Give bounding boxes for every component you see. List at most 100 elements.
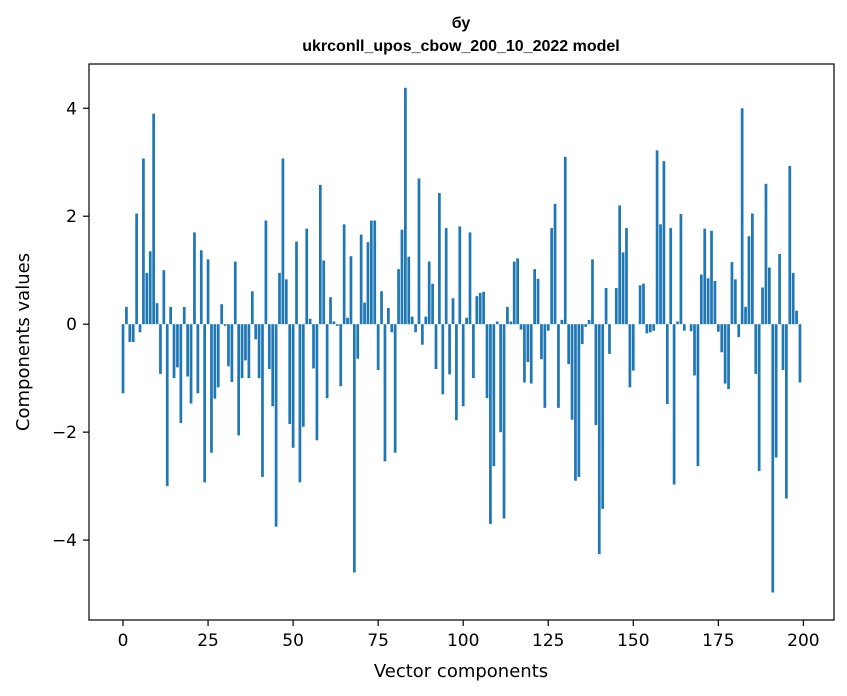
bar xyxy=(417,178,421,325)
bar xyxy=(404,87,407,325)
bar xyxy=(577,324,581,477)
bar xyxy=(193,232,196,325)
bar xyxy=(332,321,336,325)
bar xyxy=(560,319,564,325)
x-tick-label: 100 xyxy=(447,631,479,651)
bar xyxy=(618,205,622,325)
bar xyxy=(424,316,428,325)
bar xyxy=(631,324,635,371)
bar xyxy=(165,324,169,487)
bar xyxy=(254,324,258,340)
bar xyxy=(778,254,781,325)
bar xyxy=(223,324,227,326)
bar xyxy=(434,324,438,369)
bar xyxy=(727,324,730,389)
x-tick-label: 150 xyxy=(617,631,649,651)
chart-title: бу xyxy=(452,15,471,32)
bar xyxy=(421,324,424,345)
y-tick-label: −2 xyxy=(52,423,77,443)
bar xyxy=(679,214,683,325)
bar xyxy=(723,324,727,384)
bar xyxy=(329,297,332,325)
bar xyxy=(176,324,179,368)
x-tick-label: 75 xyxy=(367,631,389,651)
bar xyxy=(601,324,605,509)
bar xyxy=(580,324,584,345)
bar xyxy=(305,228,309,325)
bar xyxy=(669,228,673,325)
x-axis-ticks: 0 25 50 75 100 125 150 175 200 xyxy=(118,620,820,651)
bar xyxy=(274,324,278,527)
bar xyxy=(761,287,764,325)
bar xyxy=(774,324,778,458)
bar xyxy=(733,279,737,325)
bar xyxy=(540,324,543,360)
bar xyxy=(523,324,526,383)
bar xyxy=(352,324,356,573)
bar xyxy=(659,224,662,325)
bar xyxy=(247,324,251,379)
bar xyxy=(189,324,193,404)
bar xyxy=(210,324,213,453)
bar xyxy=(570,324,574,420)
bar xyxy=(472,324,475,379)
bar xyxy=(512,261,516,325)
bar xyxy=(642,283,645,325)
bar xyxy=(682,324,686,331)
bar xyxy=(788,166,792,325)
bar xyxy=(244,324,247,361)
bar xyxy=(298,324,302,483)
bar xyxy=(713,281,717,325)
bar xyxy=(267,324,271,369)
bar xyxy=(186,324,190,377)
bar xyxy=(499,324,502,433)
bar xyxy=(284,279,288,325)
bar xyxy=(533,269,536,325)
bar xyxy=(431,283,434,325)
bar xyxy=(475,296,479,325)
bar xyxy=(771,324,775,593)
bar xyxy=(614,288,618,325)
bar xyxy=(574,324,577,481)
bar xyxy=(676,321,679,325)
bar xyxy=(312,324,315,369)
bar xyxy=(145,272,149,325)
bar xyxy=(693,324,696,376)
bar xyxy=(121,324,125,394)
bar xyxy=(444,228,448,325)
bar xyxy=(257,324,261,379)
bar xyxy=(366,242,370,325)
bar xyxy=(628,324,632,388)
x-tick-label: 200 xyxy=(787,631,819,651)
bar xyxy=(199,250,203,325)
bar xyxy=(665,324,669,405)
bar xyxy=(751,213,754,325)
bar xyxy=(335,324,339,326)
bar xyxy=(696,324,700,467)
bar xyxy=(393,324,397,453)
bar xyxy=(648,324,652,333)
x-tick-label: 25 xyxy=(197,631,219,651)
bar xyxy=(162,270,166,325)
bar xyxy=(407,256,411,325)
bar xyxy=(482,291,485,325)
bar xyxy=(597,324,601,555)
y-axis-label: Components values xyxy=(13,253,34,431)
bar xyxy=(519,324,523,330)
bar xyxy=(768,267,771,325)
bar xyxy=(387,307,390,325)
bar xyxy=(261,324,264,477)
bar xyxy=(315,324,319,441)
bar xyxy=(638,285,642,325)
bar xyxy=(380,291,383,325)
bar xyxy=(369,220,373,325)
bar xyxy=(227,324,230,367)
y-tick-label: 2 xyxy=(66,207,77,227)
bar xyxy=(278,272,281,325)
bar xyxy=(125,306,128,325)
y-tick-label: 0 xyxy=(66,315,77,335)
bar xyxy=(448,324,451,375)
bar xyxy=(233,261,237,325)
bar xyxy=(148,251,152,325)
